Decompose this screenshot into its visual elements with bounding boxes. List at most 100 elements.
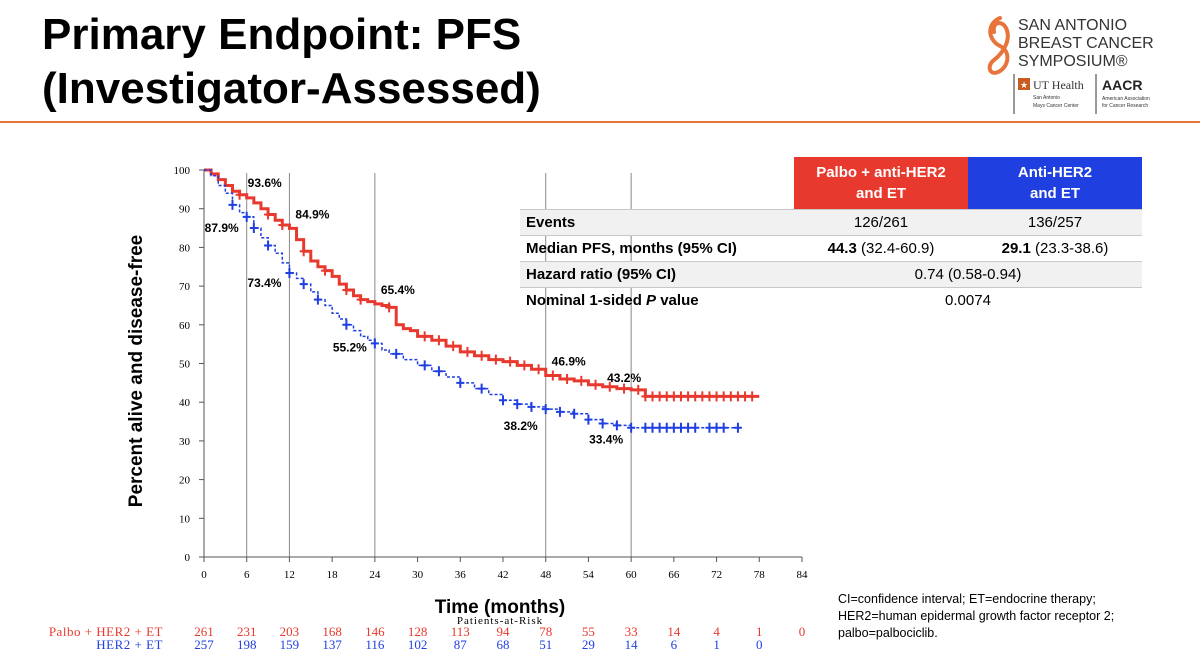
censor-mark	[264, 240, 273, 251]
x-tick-label: 24	[369, 569, 381, 581]
censor-mark	[620, 383, 629, 394]
y-tick-label: 0	[185, 552, 191, 564]
censor-mark	[242, 211, 251, 222]
censor-mark	[684, 422, 693, 433]
censor-mark	[698, 391, 707, 402]
ribbon-icon	[987, 16, 1010, 75]
censor-mark	[235, 189, 244, 200]
censor-mark	[748, 391, 757, 402]
x-tick-label: 54	[583, 569, 595, 581]
censor-mark	[570, 408, 579, 419]
censor-mark	[420, 331, 429, 342]
y-tick-label: 10	[179, 513, 191, 525]
censor-mark	[356, 294, 365, 305]
censor-mark	[434, 366, 443, 377]
risk-value: 128	[408, 624, 428, 639]
axes: 0 10 20 30 40 50 60 70 80 90 100 0 6 12 18 24 30 36 42 48 54…	[174, 165, 809, 581]
censor-mark	[712, 422, 721, 433]
risk-row-label: HER2 + ET	[96, 637, 163, 652]
censor-mark	[641, 422, 650, 433]
logo-line3: SYMPOSIUM®	[1018, 53, 1128, 70]
risk-value: 29	[582, 637, 595, 652]
risk-value: 6	[671, 637, 678, 652]
censor-mark	[676, 391, 685, 402]
table-row: Median PFS, months (95% CI) 44.3 (32.4-6…	[520, 235, 1142, 262]
reference-lines	[246, 173, 632, 557]
survival-curves	[204, 168, 760, 433]
row-value: 0.74 (0.58-0.94)	[794, 261, 1142, 288]
logo-ut-sub1: San Antonio	[1033, 95, 1060, 101]
table-header-palbo: Palbo + anti-HER2 and ET	[794, 157, 968, 210]
risk-value: 94	[497, 624, 511, 639]
risk-row-label: Palbo + HER2 + ET	[49, 624, 163, 639]
censor-mark	[541, 404, 550, 415]
censor-mark	[342, 284, 351, 295]
censor-mark	[712, 391, 721, 402]
risk-value: 113	[451, 624, 470, 639]
censor-mark	[598, 418, 607, 429]
svg-text:★: ★	[1020, 81, 1028, 91]
risk-table-title: Patients-at-Risk	[457, 615, 543, 627]
table-row: Nominal 1-sided P value 0.0074	[520, 287, 1142, 313]
y-tick-label: 80	[179, 242, 191, 254]
censor-mark	[669, 422, 678, 433]
y-tick-label: 100	[174, 165, 191, 177]
censor-mark	[684, 391, 693, 402]
y-tick-label: 20	[179, 475, 191, 487]
risk-value: 102	[408, 637, 428, 652]
censor-mark	[591, 379, 600, 390]
censor-mark	[434, 335, 443, 346]
row-value: 29.1 (23.3-38.6)	[968, 235, 1142, 262]
censor-mark	[641, 391, 650, 402]
censor-mark	[392, 348, 401, 359]
risk-value: 14	[625, 637, 639, 652]
censor-mark	[741, 391, 750, 402]
risk-value: 203	[280, 624, 300, 639]
y-axis-label: Percent alive and disease-free	[126, 235, 147, 507]
censor-mark	[499, 395, 507, 406]
censor-mark	[321, 265, 330, 276]
x-tick-label: 0	[201, 569, 207, 581]
x-tick-label: 12	[284, 569, 295, 581]
censor-mark	[299, 246, 308, 257]
censor-mark	[299, 279, 308, 290]
table-row: Events 126/261 136/257	[520, 209, 1142, 236]
x-tick-label: 42	[498, 569, 509, 581]
y-tick-label: 60	[179, 320, 191, 332]
y-tick-label: 30	[179, 436, 191, 448]
censor-mark	[662, 391, 671, 402]
censor-mark	[520, 360, 529, 371]
risk-value: 78	[539, 624, 552, 639]
risk-value: 257	[194, 637, 214, 652]
censor-mark	[527, 401, 536, 412]
censor-mark	[513, 399, 522, 410]
risk-value: 55	[582, 624, 595, 639]
annotation-label: 87.9%	[205, 221, 239, 235]
censor-mark	[563, 373, 572, 384]
logo-ut-sub2: Mays Cancer Center	[1033, 103, 1079, 109]
risk-value: 137	[322, 637, 342, 652]
annotation-label: 38.2%	[504, 419, 538, 433]
footnote: CI=confidence interval; ET=endocrine the…	[838, 592, 1115, 640]
x-tick-label: 6	[244, 569, 250, 581]
censor-mark	[719, 391, 728, 402]
censor-mark	[691, 391, 700, 402]
censor-mark	[456, 377, 465, 388]
censor-mark	[612, 420, 621, 431]
logo-line1: SAN ANTONIO	[1018, 17, 1127, 34]
censor-mark	[577, 375, 586, 386]
sabcs-logo: SAN ANTONIO BREAST CANCER SYMPOSIUM® ★ U…	[987, 16, 1154, 114]
censor-mark	[705, 391, 714, 402]
x-tick-label: 60	[626, 569, 638, 581]
censor-mark	[634, 384, 643, 395]
row-value: 44.3 (32.4-60.9)	[794, 235, 968, 262]
censor-mark	[228, 199, 237, 210]
risk-value: 51	[539, 637, 552, 652]
risk-value: 168	[322, 624, 342, 639]
censor-mark	[548, 370, 557, 381]
slide-title: Primary Endpoint: PFS (Investigator-Asse…	[42, 8, 541, 116]
logo-aacr: AACR	[1102, 77, 1142, 93]
row-label: Hazard ratio (95% CI)	[520, 261, 794, 288]
censor-mark	[491, 354, 500, 365]
table-header-antiher2: Anti-HER2 and ET	[968, 157, 1142, 210]
